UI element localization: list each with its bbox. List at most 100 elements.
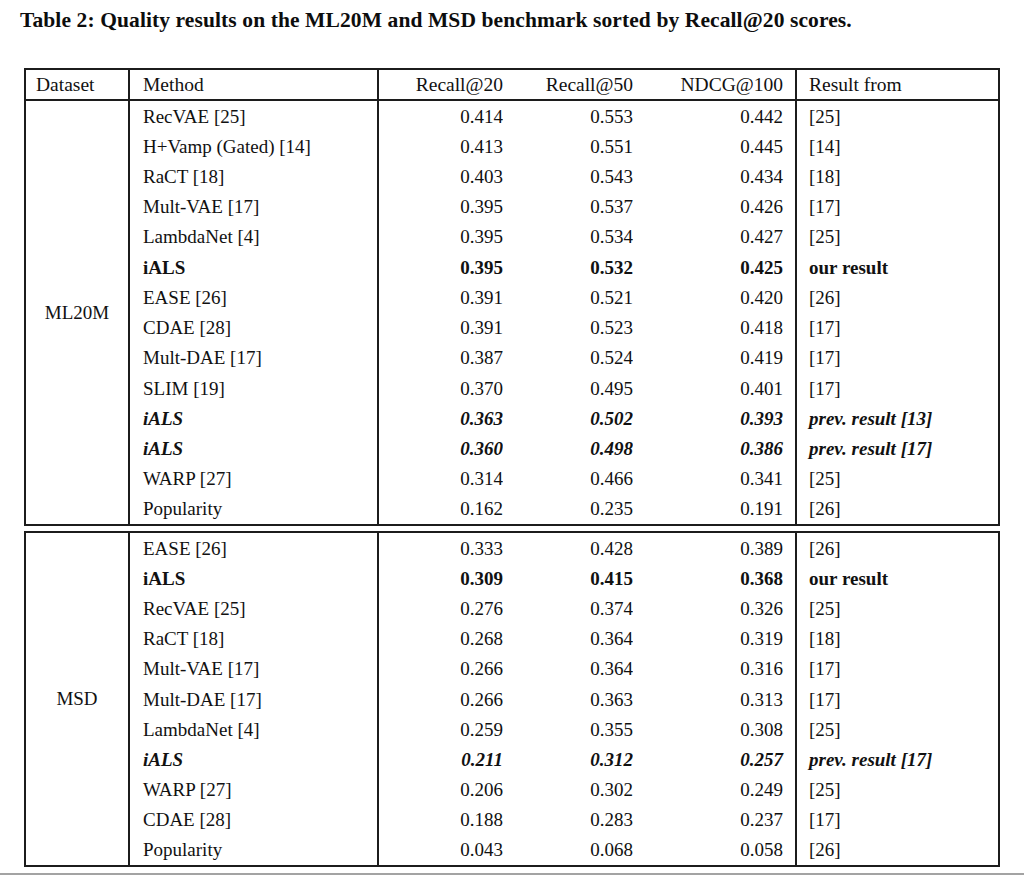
recall20-cell: 0.395 [379, 252, 503, 282]
ndcg100-cell: 0.191 [633, 494, 797, 524]
table-row: EASE [26] 0.391 0.521 0.420 [26] [130, 282, 998, 312]
ndcg100-cell: 0.418 [633, 313, 797, 343]
result-from-cell: prev. result [17] [797, 433, 998, 463]
method-cell: H+Vamp (Gated) [14] [130, 131, 379, 161]
paper-page: Table 2: Quality results on the ML20M an… [0, 0, 1024, 884]
table-row: iALS 0.395 0.532 0.425 our result [130, 252, 998, 282]
recall20-cell: 0.266 [379, 654, 503, 684]
recall50-cell: 0.283 [503, 805, 633, 835]
result-from-cell: [25] [797, 464, 998, 494]
table-row: Popularity 0.162 0.235 0.191 [26] [130, 494, 998, 524]
table-header-row: Dataset Method Recall@20 Recall@50 NDCG@… [24, 68, 1000, 101]
recall20-cell: 0.363 [379, 403, 503, 433]
recall20-cell: 0.370 [379, 373, 503, 403]
ndcg100-cell: 0.368 [633, 563, 797, 593]
header-recall50: Recall@50 [503, 70, 633, 99]
method-cell: iALS [130, 744, 379, 774]
recall50-cell: 0.374 [503, 593, 633, 623]
header-recall20: Recall@20 [379, 70, 503, 99]
table-row: EASE [26] 0.333 0.428 0.389 [26] [130, 533, 998, 563]
header-dataset: Dataset [26, 70, 130, 99]
recall50-cell: 0.523 [503, 313, 633, 343]
result-from-cell: [17] [797, 654, 998, 684]
result-from-cell: [17] [797, 192, 998, 222]
recall20-cell: 0.333 [379, 533, 503, 563]
recall50-cell: 0.553 [503, 101, 633, 131]
header-method: Method [130, 70, 379, 99]
method-cell: iALS [130, 403, 379, 433]
result-from-cell: [26] [797, 533, 998, 563]
recall20-cell: 0.387 [379, 343, 503, 373]
result-from-cell: prev. result [13] [797, 403, 998, 433]
method-cell: CDAE [28] [130, 313, 379, 343]
recall50-cell: 0.495 [503, 373, 633, 403]
result-from-cell: [17] [797, 684, 998, 714]
ndcg100-cell: 0.341 [633, 464, 797, 494]
recall50-cell: 0.466 [503, 464, 633, 494]
method-cell: WARP [27] [130, 464, 379, 494]
table-row: H+Vamp (Gated) [14] 0.413 0.551 0.445 [1… [130, 131, 998, 161]
result-from-cell: our result [797, 563, 998, 593]
recall50-cell: 0.364 [503, 654, 633, 684]
table-row: LambdaNet [4] 0.259 0.355 0.308 [25] [130, 714, 998, 744]
ndcg100-cell: 0.316 [633, 654, 797, 684]
recall20-cell: 0.413 [379, 131, 503, 161]
recall20-cell: 0.395 [379, 192, 503, 222]
recall20-cell: 0.276 [379, 593, 503, 623]
ndcg100-cell: 0.386 [633, 433, 797, 463]
method-cell: iALS [130, 433, 379, 463]
recall20-cell: 0.162 [379, 494, 503, 524]
result-from-cell: [26] [797, 494, 998, 524]
recall20-cell: 0.360 [379, 433, 503, 463]
table-row: CDAE [28] 0.188 0.283 0.237 [17] [130, 805, 998, 835]
recall20-cell: 0.268 [379, 624, 503, 654]
recall50-cell: 0.363 [503, 684, 633, 714]
ndcg100-cell: 0.427 [633, 222, 797, 252]
ndcg100-cell: 0.393 [633, 403, 797, 433]
recall20-cell: 0.266 [379, 684, 503, 714]
ndcg100-cell: 0.313 [633, 684, 797, 714]
result-from-cell: [18] [797, 624, 998, 654]
method-cell: Popularity [130, 835, 379, 865]
table-row: WARP [27] 0.206 0.302 0.249 [25] [130, 775, 998, 805]
ndcg100-cell: 0.425 [633, 252, 797, 282]
ndcg100-cell: 0.419 [633, 343, 797, 373]
result-from-cell: [25] [797, 101, 998, 131]
ndcg100-cell: 0.319 [633, 624, 797, 654]
recall20-cell: 0.391 [379, 313, 503, 343]
ndcg100-cell: 0.308 [633, 714, 797, 744]
table-row: Mult-DAE [17] 0.387 0.524 0.419 [17] [130, 343, 998, 373]
table-row: RecVAE [25] 0.414 0.553 0.442 [25] [130, 101, 998, 131]
dataset-label: MSD [26, 533, 130, 865]
recall20-cell: 0.314 [379, 464, 503, 494]
result-from-cell: [17] [797, 343, 998, 373]
result-from-cell: [18] [797, 161, 998, 191]
recall50-cell: 0.537 [503, 192, 633, 222]
table-row: SLIM [19] 0.370 0.495 0.401 [17] [130, 373, 998, 403]
result-from-cell: [25] [797, 222, 998, 252]
recall50-cell: 0.502 [503, 403, 633, 433]
section-msd: MSD EASE [26] 0.333 0.428 0.389 [26] iAL… [24, 531, 1000, 867]
table-row: iALS 0.363 0.502 0.393 prev. result [13] [130, 403, 998, 433]
table-row: LambdaNet [4] 0.395 0.534 0.427 [25] [130, 222, 998, 252]
recall50-cell: 0.235 [503, 494, 633, 524]
recall50-cell: 0.532 [503, 252, 633, 282]
recall20-cell: 0.206 [379, 775, 503, 805]
ndcg100-cell: 0.326 [633, 593, 797, 623]
recall50-cell: 0.498 [503, 433, 633, 463]
table-row: iALS 0.211 0.312 0.257 prev. result [17] [130, 744, 998, 774]
method-cell: EASE [26] [130, 282, 379, 312]
method-cell: RecVAE [25] [130, 593, 379, 623]
result-from-cell: [26] [797, 835, 998, 865]
method-cell: iALS [130, 252, 379, 282]
results-table: Dataset Method Recall@20 Recall@50 NDCG@… [24, 68, 1000, 867]
recall20-cell: 0.395 [379, 222, 503, 252]
recall50-cell: 0.534 [503, 222, 633, 252]
ndcg100-cell: 0.420 [633, 282, 797, 312]
recall50-cell: 0.524 [503, 343, 633, 373]
recall20-cell: 0.309 [379, 563, 503, 593]
method-cell: Popularity [130, 494, 379, 524]
ndcg100-cell: 0.401 [633, 373, 797, 403]
recall20-cell: 0.403 [379, 161, 503, 191]
method-cell: RecVAE [25] [130, 101, 379, 131]
